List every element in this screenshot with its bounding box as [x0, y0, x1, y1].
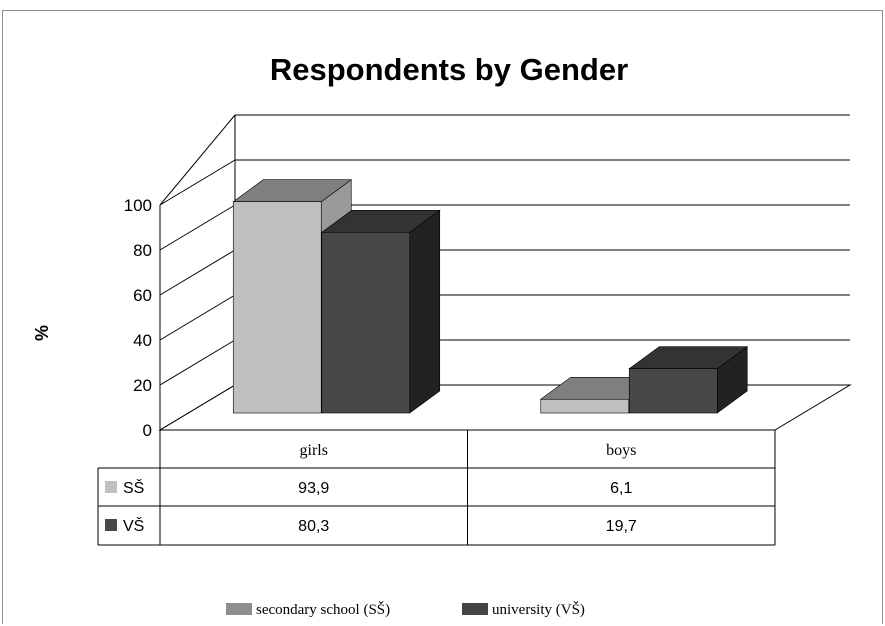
- y-tick-label: 60: [133, 286, 152, 305]
- bar-girls-0: [232, 201, 322, 414]
- table-row-label: SŠ: [123, 478, 144, 497]
- chart-frame: [2, 10, 883, 624]
- x-category-label: boys: [606, 442, 636, 459]
- side-wall-top-edge: [159, 114, 236, 206]
- data-table-cell: 93,9: [298, 480, 329, 497]
- side-gridline-4: [159, 204, 236, 251]
- table-row-key-swatch: [105, 481, 117, 493]
- data-table-cell: 80,3: [298, 518, 329, 535]
- y-tick-label: 40: [133, 331, 152, 350]
- table-row-label: VŠ: [123, 516, 144, 535]
- side-gridline-5: [159, 159, 236, 206]
- bar-girls-1: [321, 232, 411, 414]
- table-row-key-swatch: [105, 519, 117, 531]
- y-tick-label: 0: [143, 421, 152, 440]
- y-axis-label: %: [32, 325, 52, 341]
- y-tick-label: 20: [133, 376, 152, 395]
- chart-floor: [158, 384, 852, 431]
- legend-label: secondary school (SŠ): [256, 601, 390, 618]
- data-table-cell: 19,7: [606, 518, 637, 535]
- bar-boys-1: [628, 368, 718, 414]
- legend-swatch: [462, 603, 488, 615]
- legend-swatch: [226, 603, 252, 615]
- y-tick-label: 100: [124, 196, 152, 215]
- bar-boys-0: [540, 398, 630, 414]
- side-gridline-1: [159, 339, 236, 386]
- y-tick-label: 80: [133, 241, 152, 260]
- data-table-cell: 6,1: [610, 480, 632, 497]
- legend-label: university (VŠ): [492, 601, 585, 618]
- side-gridline-2: [159, 294, 236, 341]
- bar-side-girls-1: [409, 209, 441, 414]
- chart-title: Respondents by Gender: [270, 52, 628, 87]
- side-gridline-3: [159, 249, 236, 296]
- x-category-label: girls: [300, 442, 328, 459]
